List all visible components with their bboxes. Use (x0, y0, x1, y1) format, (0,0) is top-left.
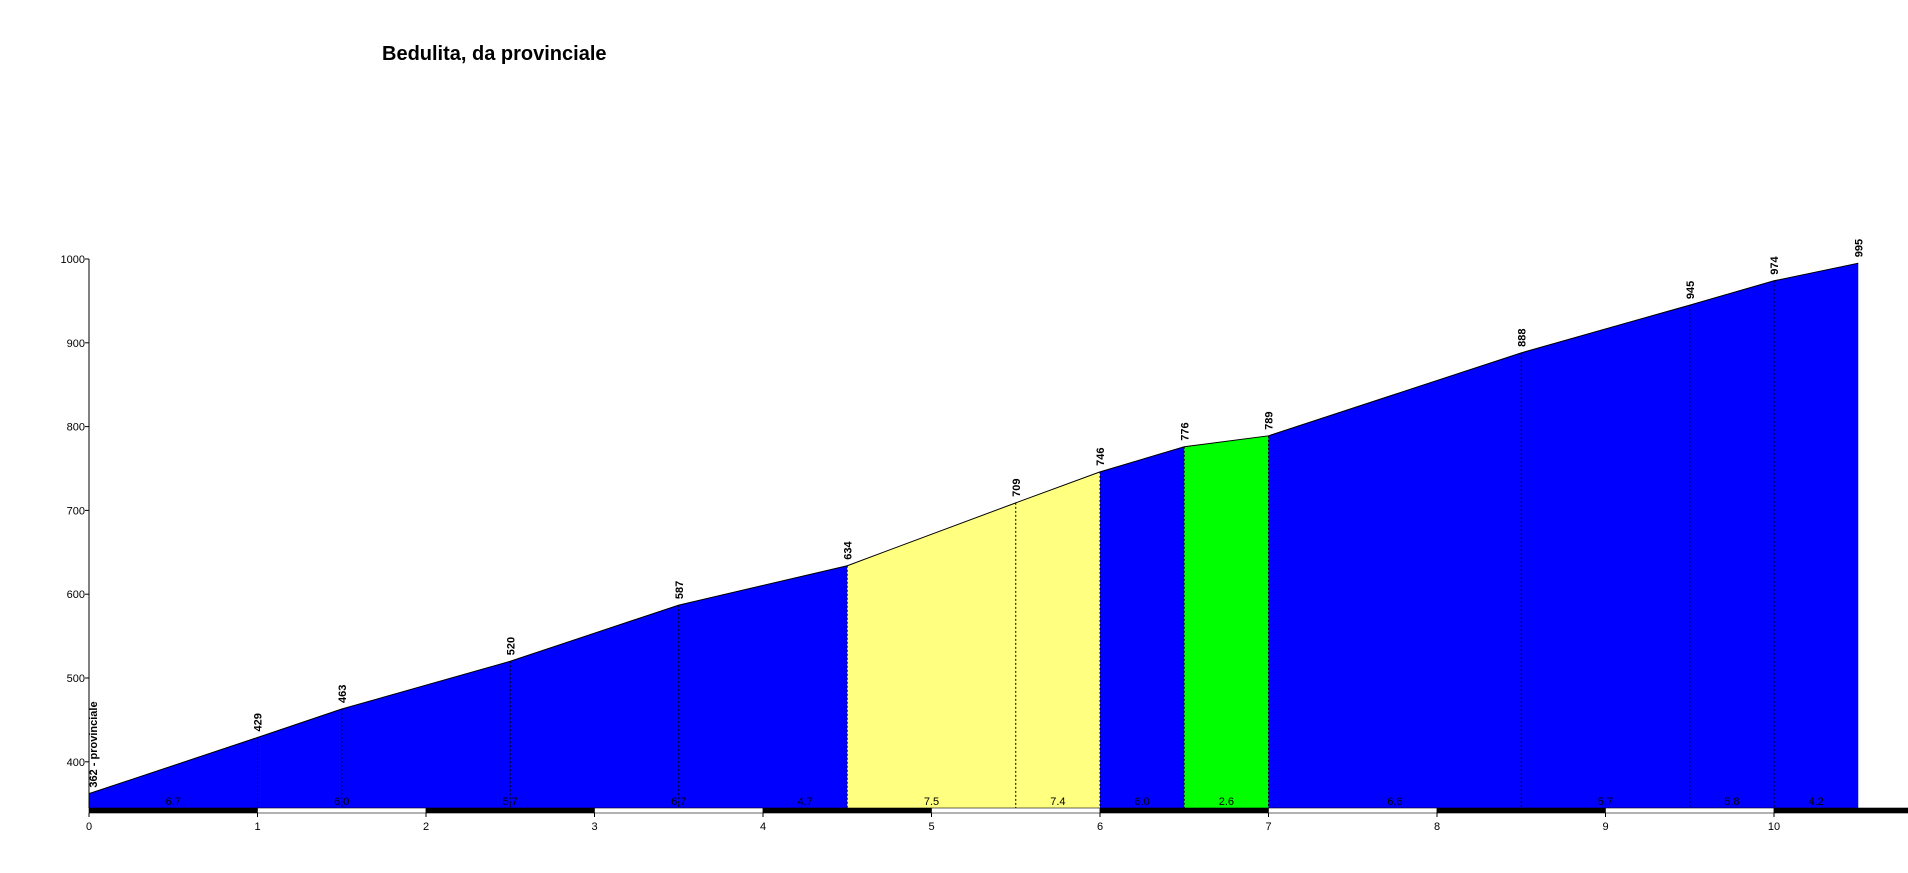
km-bar-segment (1099, 807, 1269, 814)
km-bar-segment (88, 807, 258, 814)
x-tick-label: 7 (1265, 821, 1271, 833)
elevation-label: 429 (253, 713, 265, 731)
x-tick-label: 1 (254, 821, 260, 833)
x-tick-label: 8 (1434, 821, 1440, 833)
km-bar-segment (931, 807, 1101, 814)
chart-title: Bedulita, da provinciale (382, 43, 607, 65)
km-bar-segment (762, 807, 932, 814)
km-bar-segment (1773, 807, 1908, 814)
gradient-label: 5.7 (503, 796, 518, 808)
gradient-label: 6.0 (334, 796, 349, 808)
y-tick-label: 700 (67, 505, 85, 517)
profile-segment (1184, 435, 1269, 808)
y-tick-label: 600 (67, 589, 85, 601)
x-tick-label: 10 (1768, 821, 1780, 833)
km-bar-segment (1268, 807, 1438, 814)
elevation-label: 945 (1685, 281, 1697, 299)
profile-line (88, 262, 1859, 795)
elevation-label: 746 (1095, 447, 1107, 465)
gradient-label: 6.0 (1134, 796, 1149, 808)
x-tick-label: 2 (423, 821, 429, 833)
gradient-label: 4.2 (1808, 796, 1823, 808)
km-bar-segment (257, 807, 427, 814)
elevation-label: 709 (1011, 478, 1023, 496)
profile-segment (1268, 263, 1859, 808)
elevation-label: 463 (337, 685, 349, 703)
x-tick-label: 5 (928, 821, 934, 833)
km-bar-segment (1605, 807, 1775, 814)
gradient-label: 6.7 (166, 796, 181, 808)
elevation-label: 776 (1179, 422, 1191, 440)
elevation-label: 587 (674, 581, 686, 599)
gradient-label: 7.4 (1050, 796, 1065, 808)
elevation-label: 974 (1769, 256, 1781, 275)
x-tick-label: 6 (1097, 821, 1103, 833)
gradient-label: 7.5 (924, 796, 939, 808)
profile-segment (847, 471, 1100, 808)
x-tick-label: 0 (86, 821, 92, 833)
elevation-label: 362 - provinciale (88, 701, 100, 787)
gradient-label: 2.6 (1219, 796, 1234, 808)
y-tick-label: 900 (67, 338, 85, 350)
elevation-label: 888 (1516, 328, 1528, 346)
km-bar-segment (1436, 807, 1606, 814)
y-tick-label: 800 (67, 422, 85, 434)
gradient-label: 6.6 (1387, 796, 1402, 808)
gradient-label: 5.7 (1598, 796, 1613, 808)
km-bar-segment (594, 807, 764, 814)
elevation-label: 995 (1853, 239, 1865, 257)
gradient-label: 4.7 (797, 796, 812, 808)
y-tick-label: 400 (67, 757, 85, 769)
profile-segment (89, 565, 848, 808)
profile-segment (1100, 446, 1185, 808)
gradient-label: 5.8 (1724, 796, 1739, 808)
elevation-label: 634 (842, 540, 854, 559)
km-bar-segment (425, 807, 595, 814)
y-tick-label: 1000 (61, 254, 85, 266)
x-tick-label: 4 (760, 821, 766, 833)
gradient-label: 6.7 (671, 796, 686, 808)
x-tick-label: 3 (591, 821, 597, 833)
elevation-label: 520 (505, 637, 517, 655)
x-tick-label: 9 (1602, 821, 1608, 833)
y-tick-label: 500 (67, 673, 85, 685)
elevation-label: 789 (1264, 411, 1276, 429)
